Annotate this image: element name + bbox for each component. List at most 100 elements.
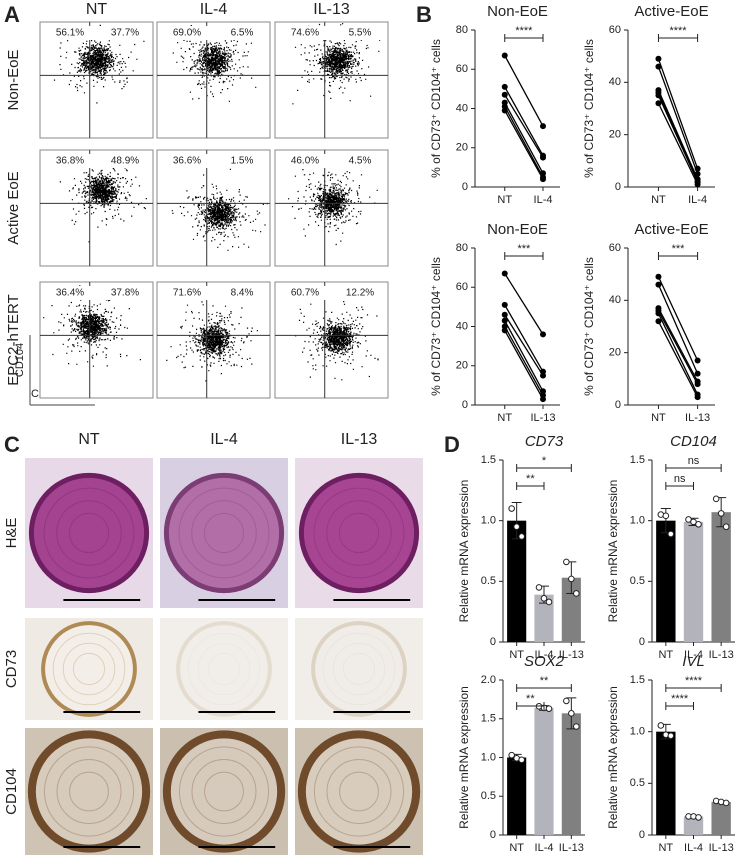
organoid-ring	[52, 632, 126, 706]
quadrant-percent: 37.8%	[111, 288, 139, 299]
paired-point	[655, 92, 662, 99]
bar	[534, 594, 554, 642]
row-label: EPC2-hTERT	[5, 294, 22, 385]
paired-line	[504, 326, 544, 396]
y-axis-label: Relative mRNA expression	[457, 686, 471, 829]
x-tick-label: IL-13	[559, 649, 584, 661]
y-axis-label: % of CD73⁺ CD104⁺ cells	[429, 257, 443, 396]
y-tick-label: 0.5	[481, 790, 496, 802]
y-tick-label: 0.5	[481, 575, 496, 587]
organoid-ring	[197, 642, 251, 696]
row-label: CD73	[3, 650, 20, 688]
paired-line	[504, 273, 544, 335]
replicate-point	[712, 495, 720, 503]
organoid-ring	[342, 652, 376, 686]
x-tick-label: NT	[497, 194, 512, 206]
quadrant-percent: 36.4%	[56, 288, 84, 299]
y-tick-label: 1.0	[481, 751, 496, 763]
y-tick-label: 0.5	[630, 575, 645, 587]
replicate-point	[518, 533, 525, 540]
panel-letter: D	[444, 432, 460, 457]
bar	[561, 713, 581, 835]
y-tick-label: 1.0	[481, 515, 496, 527]
y-tick-label: 0	[490, 636, 496, 648]
paired-line	[504, 314, 544, 376]
significance-label: *	[542, 455, 547, 467]
replicate-point	[722, 523, 730, 531]
chart-title: Non-EoE	[487, 221, 548, 238]
replicate-point	[508, 505, 515, 512]
paired-point	[540, 372, 546, 379]
flow-plot-frame	[39, 21, 154, 139]
x-tick-label: IL-13	[559, 842, 584, 854]
organoid-ring	[326, 500, 392, 566]
paired-line	[657, 95, 699, 183]
replicate-point	[513, 523, 520, 531]
row-label: H&E	[3, 518, 20, 549]
replicate-point	[563, 697, 570, 705]
organoid-ring	[178, 487, 270, 579]
paired-point	[540, 396, 546, 403]
replicate-point	[717, 510, 725, 517]
y-tick-label: 60	[456, 281, 468, 293]
replicate-point	[667, 732, 675, 740]
paired-line	[657, 313, 699, 395]
significance-bracket	[516, 684, 572, 692]
paired-line	[657, 58, 699, 169]
paired-point	[540, 154, 546, 161]
quadrant-percent: 36.8%	[56, 156, 84, 167]
organoid-ring	[332, 642, 386, 696]
event-dots	[43, 285, 141, 367]
significance-bracket	[504, 252, 544, 260]
quadrant-percent: 60.7%	[291, 288, 319, 299]
organoid	[311, 621, 407, 717]
column-header: NT	[78, 431, 100, 448]
paired-point	[655, 310, 662, 317]
y-tick-label: 40	[456, 320, 468, 332]
quadrant-percent: 37.7%	[111, 28, 139, 39]
organoid	[176, 621, 272, 717]
paired-line	[504, 102, 544, 174]
quadrant-percent: 8.4%	[231, 288, 254, 299]
column-header: IL-13	[341, 431, 378, 448]
organoid-ring	[203, 512, 245, 554]
quadrant-percent: 1.5%	[231, 156, 254, 167]
quadrant-percent: 46.0%	[291, 156, 319, 167]
flow-plot-frame	[274, 21, 389, 139]
quadrant-percent: 5.5%	[349, 28, 372, 39]
organoid	[163, 472, 285, 594]
y-tick-label: 1.5	[481, 713, 496, 725]
bar	[656, 520, 676, 642]
significance-bracket	[657, 252, 699, 260]
x-tick-label: IL-4	[684, 649, 703, 661]
event-dots	[171, 168, 268, 251]
paired-point	[655, 273, 662, 280]
paired-point	[501, 107, 508, 114]
quadrant-percent: 48.9%	[111, 156, 139, 167]
paired-line	[504, 320, 544, 392]
chart-title: Active-EoE	[634, 221, 708, 238]
organoid	[162, 730, 286, 853]
paired-point	[655, 281, 662, 288]
paired-line	[504, 110, 544, 180]
pct-bg	[283, 26, 383, 40]
organoid-ring	[69, 771, 109, 812]
y-axis-label: Relative mRNA expression	[457, 480, 471, 623]
chart-title: Active-EoE	[634, 3, 708, 20]
x-tick-label: IL-4	[535, 649, 554, 661]
x-tick-label: IL-13	[709, 842, 734, 854]
paired-point	[655, 63, 662, 70]
paired-point	[694, 394, 701, 401]
y-axis-label: Relative mRNA expression	[606, 686, 620, 829]
x-tick-label: IL-4	[684, 842, 703, 854]
organoid-ring	[207, 652, 241, 686]
event-dots	[166, 296, 258, 382]
paired-point	[501, 317, 508, 324]
column-header: IL-4	[200, 1, 228, 18]
bar	[656, 731, 676, 835]
quadrant-percent: 74.6%	[291, 28, 319, 39]
organoid-ring	[322, 632, 396, 706]
significance-label: ****	[671, 693, 689, 705]
paired-line	[657, 102, 699, 185]
